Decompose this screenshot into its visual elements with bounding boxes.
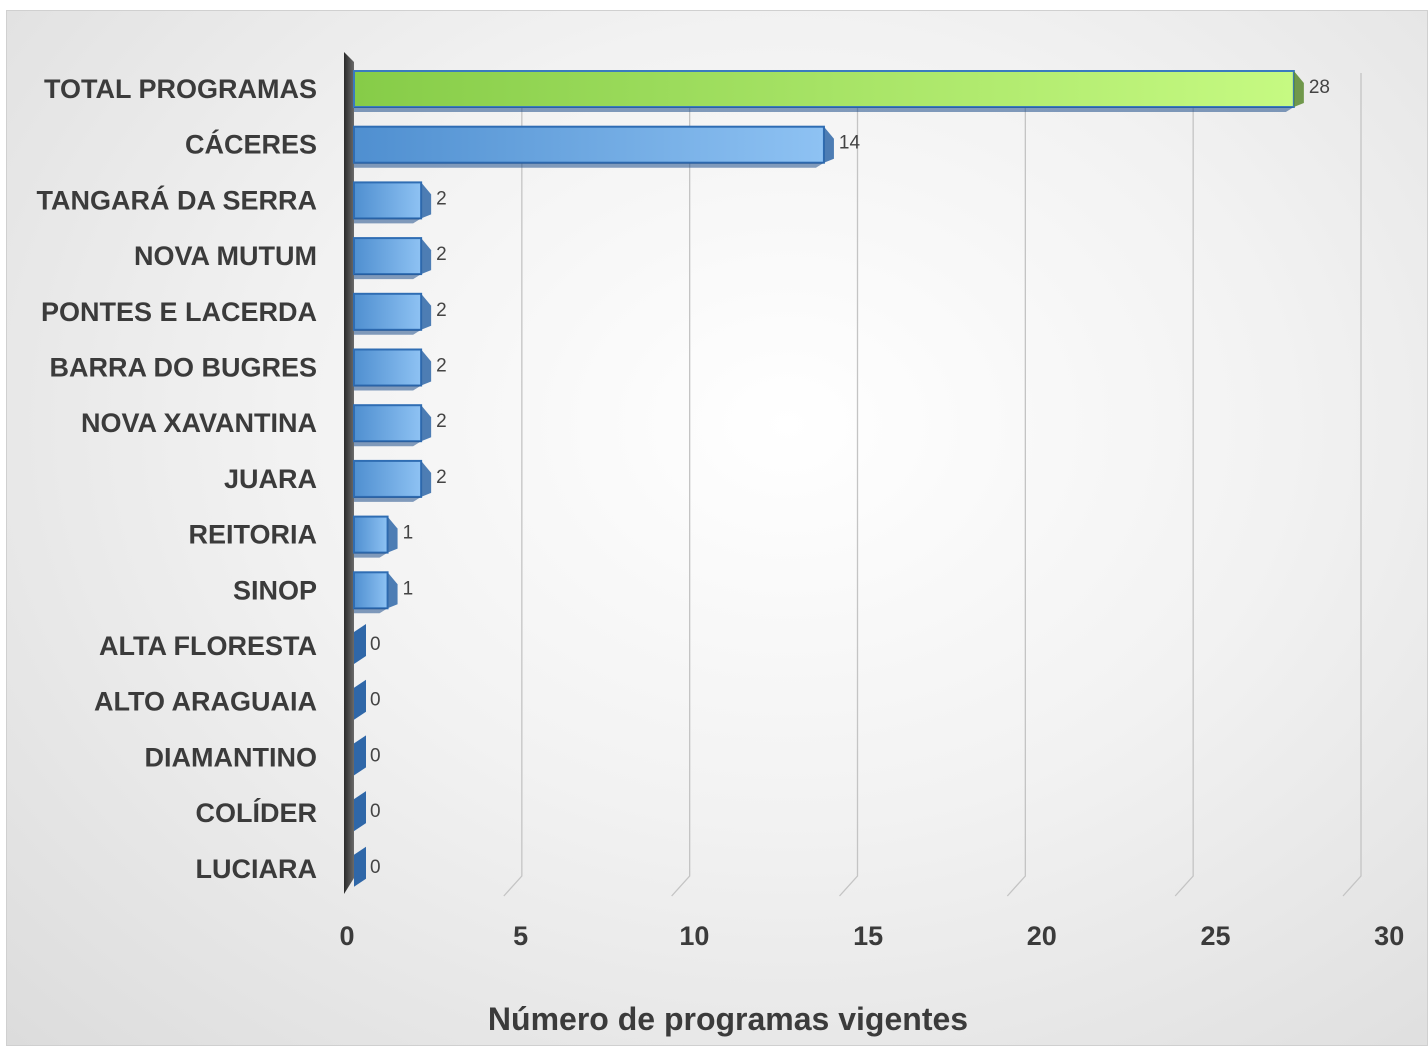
- bar: [354, 791, 366, 832]
- bar: [354, 735, 366, 776]
- bar-stub: [354, 846, 366, 887]
- data-label: 1: [403, 578, 414, 599]
- bar-stub: [354, 624, 366, 664]
- category-label: LUCIARA: [196, 854, 318, 884]
- bar: [353, 515, 398, 558]
- category-label: REITORIA: [188, 520, 317, 550]
- x-tick-label: 25: [1200, 921, 1230, 951]
- data-label: 0: [370, 857, 381, 878]
- chart-area: [6, 10, 1428, 1046]
- category-label: JUARA: [224, 464, 317, 494]
- bar-stub: [354, 735, 366, 776]
- bar: [353, 70, 1304, 112]
- data-label: 2: [436, 411, 447, 432]
- x-tick-label: 20: [1027, 921, 1057, 951]
- x-tick-label: 5: [513, 921, 528, 951]
- data-label: 14: [839, 133, 861, 154]
- data-label: 0: [370, 745, 381, 766]
- bar: [354, 624, 366, 664]
- bar-stub: [354, 679, 366, 720]
- data-label: 28: [1309, 77, 1330, 98]
- data-label: 0: [370, 801, 381, 822]
- category-label: ALTA FLORESTA: [99, 631, 317, 661]
- bar-front: [353, 237, 423, 276]
- bar: [353, 348, 432, 391]
- bar-front: [353, 571, 389, 610]
- y-axis-wall: [344, 52, 354, 894]
- category-label: ALTO ARAGUAIA: [94, 687, 317, 717]
- bar-front: [353, 459, 423, 498]
- bar: [354, 846, 366, 887]
- category-label: DIAMANTINO: [145, 742, 317, 772]
- category-label: SINOP: [233, 575, 317, 605]
- category-label: CÁCERES: [185, 129, 317, 160]
- bar: [353, 459, 432, 502]
- category-labels: TOTAL PROGRAMAS CÁCERES TANGARÁ DA SERRA NO…: [37, 74, 318, 884]
- category-label: NOVA MUTUM: [134, 241, 317, 271]
- x-tick-labels: 0 5 10 15 20 25 30: [339, 921, 1404, 951]
- data-label: 2: [436, 244, 447, 265]
- axis-wall: [344, 52, 354, 894]
- data-label: 2: [436, 188, 447, 209]
- data-label: 0: [370, 634, 381, 655]
- gridline: [1342, 73, 1362, 897]
- bar: [353, 181, 432, 224]
- gridline: [1006, 73, 1026, 897]
- bar-front: [353, 125, 825, 164]
- gridlines: [503, 73, 1362, 897]
- category-label: COLÍDER: [196, 797, 318, 828]
- bar-front: [353, 404, 423, 443]
- bar: [353, 571, 398, 614]
- bar-front: [353, 70, 1295, 108]
- bar-front: [353, 181, 423, 220]
- gridline: [503, 73, 523, 897]
- x-tick-label: 10: [679, 921, 709, 951]
- x-tick-label: 15: [853, 921, 883, 951]
- gridline: [839, 73, 859, 897]
- category-label: BARRA DO BUGRES: [49, 353, 317, 383]
- category-label: NOVA XAVANTINA: [81, 408, 317, 438]
- category-label: TANGARÁ DA SERRA: [37, 184, 318, 215]
- bar-front: [353, 348, 423, 387]
- x-tick-label: 0: [339, 921, 354, 951]
- x-axis-title: Número de programas vigentes: [488, 1001, 968, 1037]
- bar-front: [353, 515, 389, 554]
- category-label: TOTAL PROGRAMAS: [44, 74, 317, 104]
- gridline: [671, 73, 691, 897]
- bar: [354, 679, 366, 720]
- data-label: 2: [436, 300, 447, 321]
- category-label: PONTES E LACERDA: [41, 297, 317, 327]
- data-label: 2: [436, 467, 447, 488]
- bar: [353, 404, 432, 447]
- bar: [353, 292, 432, 335]
- data-label: 1: [403, 523, 414, 544]
- gridline: [1174, 73, 1194, 897]
- bar-front: [353, 292, 423, 331]
- data-labels: 28 14 2 2 2 2 2 2 1 1 0 0 0 0 0: [370, 77, 1330, 878]
- bar: [353, 125, 834, 168]
- bars: [353, 70, 1304, 887]
- bar-stub: [354, 791, 366, 832]
- x-tick-label: 30: [1374, 921, 1404, 951]
- bar: [353, 237, 432, 280]
- data-label: 0: [370, 690, 381, 711]
- data-label: 2: [436, 356, 447, 377]
